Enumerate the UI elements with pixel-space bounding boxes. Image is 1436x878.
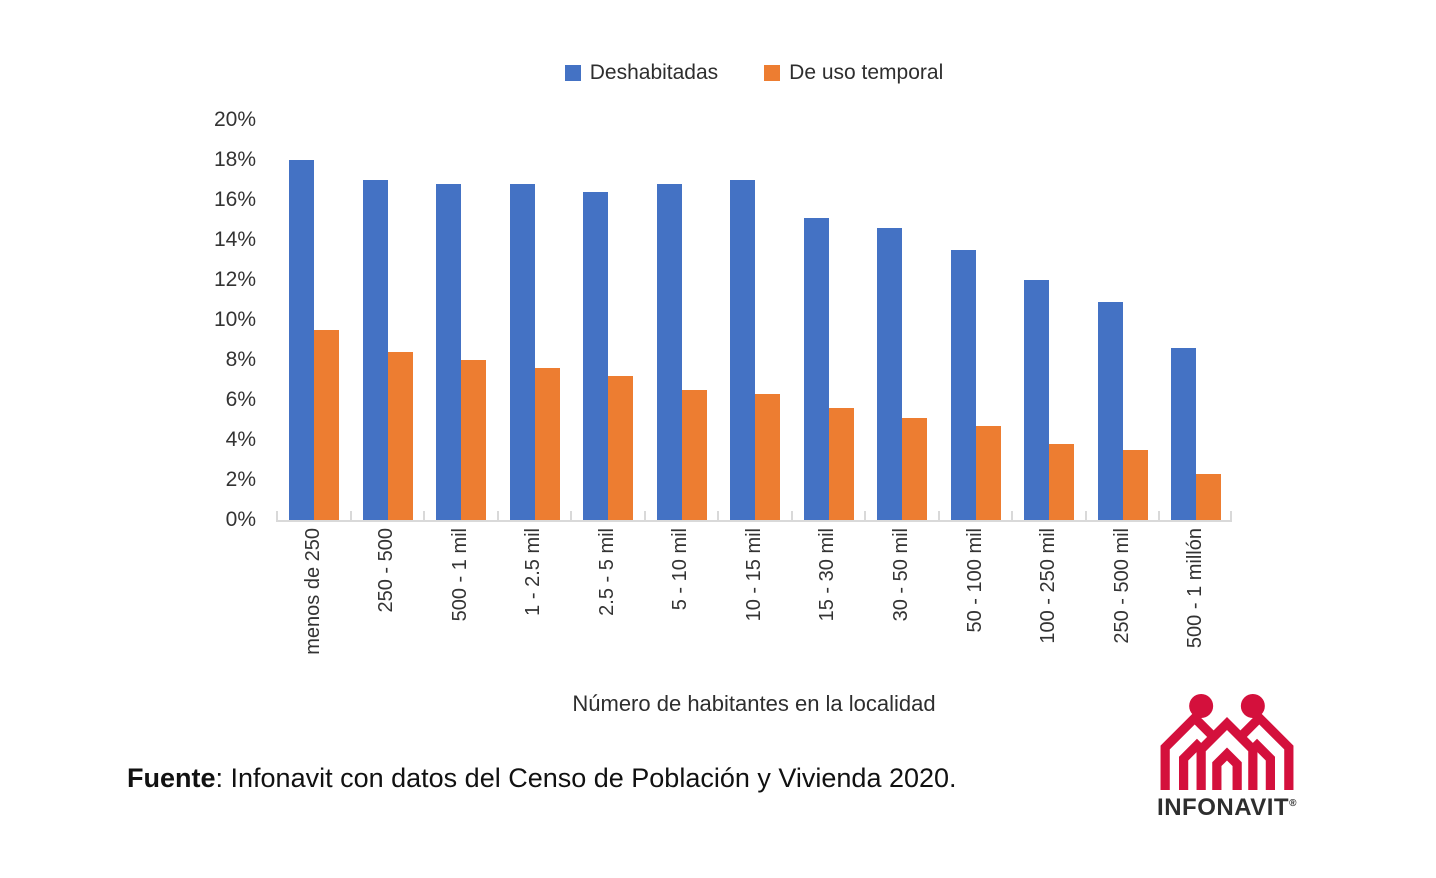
bar-uso-temporal-5 bbox=[681, 390, 707, 520]
bar-uso-temporal-11 bbox=[1122, 450, 1148, 520]
bar-uso-temporal-4 bbox=[608, 376, 634, 520]
x-axis-category-label-10: 100 - 250 mil bbox=[1037, 528, 1060, 644]
x-axis-category-label-7: 15 - 30 mil bbox=[816, 528, 839, 622]
y-axis-tick-label: 14% bbox=[213, 228, 256, 251]
x-axis-tick bbox=[1158, 511, 1160, 520]
y-axis-tick-label: 6% bbox=[225, 388, 256, 411]
x-axis-category-label-2: 500 - 1 mil bbox=[448, 528, 471, 622]
bar-uso-temporal-6 bbox=[755, 394, 781, 520]
bar-uso-temporal-9 bbox=[975, 426, 1001, 520]
bar-uso-temporal-12 bbox=[1196, 474, 1222, 520]
bar-uso-temporal-1 bbox=[387, 352, 413, 520]
x-axis-category-label-0: menos de 250 bbox=[301, 528, 324, 655]
bar-deshabitadas-0 bbox=[289, 160, 314, 520]
x-axis-category-label-9: 50 - 100 mil bbox=[963, 528, 986, 633]
y-axis-tick-label: 0% bbox=[225, 508, 256, 531]
bar-group-12 bbox=[1158, 120, 1232, 520]
bar-deshabitadas-1 bbox=[362, 180, 388, 520]
bar-deshabitadas-5 bbox=[656, 184, 682, 520]
x-axis-tick bbox=[644, 511, 646, 520]
x-axis-category-label-12: 500 - 1 millón bbox=[1184, 528, 1207, 649]
source-text: : Infonavit con datos del Censo de Pobla… bbox=[215, 763, 957, 793]
x-axis-tick bbox=[1230, 511, 1232, 520]
legend-item-deshabitadas: Deshabitadas bbox=[564, 61, 719, 85]
bar-deshabitadas-7 bbox=[803, 218, 829, 520]
bar-group-0 bbox=[276, 120, 350, 520]
x-axis-category-label-5: 5 - 10 mil bbox=[669, 528, 692, 611]
x-axis-tick bbox=[1011, 511, 1013, 520]
legend-item-uso-temporal: De uso temporal bbox=[764, 61, 943, 85]
x-axis-category-label-11: 250 - 500 mil bbox=[1110, 528, 1133, 644]
y-axis-tick-label: 20% bbox=[213, 108, 256, 131]
bar-group-8 bbox=[864, 120, 938, 520]
bar-uso-temporal-3 bbox=[534, 368, 560, 520]
x-axis-category-label-8: 30 - 50 mil bbox=[890, 528, 913, 622]
bar-group-3 bbox=[497, 120, 571, 520]
logo-head-right bbox=[1240, 694, 1265, 718]
infonavit-logo: INFONAVIT® bbox=[1152, 694, 1302, 822]
bar-deshabitadas-11 bbox=[1097, 302, 1123, 520]
bar-group-1 bbox=[350, 120, 424, 520]
infonavit-logo-text: INFONAVIT® bbox=[1157, 794, 1297, 821]
bar-uso-temporal-10 bbox=[1049, 444, 1075, 520]
x-axis-tick bbox=[276, 511, 278, 520]
source-note: Fuente: Infonavit con datos del Censo de… bbox=[127, 763, 957, 794]
bar-group-4 bbox=[570, 120, 644, 520]
y-axis-tick-label: 2% bbox=[225, 468, 256, 491]
chart-legend: Deshabitadas De uso temporal bbox=[276, 58, 1232, 88]
x-axis-category-label-4: 2.5 - 5 mil bbox=[595, 528, 618, 616]
y-axis-tick-label: 12% bbox=[213, 268, 256, 291]
bar-group-2 bbox=[423, 120, 497, 520]
y-axis-labels: 20% 18% 16% 14% 12% 10% 8% 6% 4% 2% 0% bbox=[120, 108, 256, 531]
bar-deshabitadas-12 bbox=[1171, 348, 1197, 520]
plot-area bbox=[276, 120, 1232, 522]
y-axis-tick-label: 16% bbox=[213, 188, 256, 211]
y-axis-tick-label: 8% bbox=[225, 348, 256, 371]
x-axis-tick bbox=[938, 511, 940, 520]
bar-uso-temporal-7 bbox=[828, 408, 854, 520]
bar-deshabitadas-3 bbox=[509, 184, 535, 520]
bar-deshabitadas-4 bbox=[583, 192, 609, 520]
bar-deshabitadas-6 bbox=[730, 180, 756, 520]
bar-group-10 bbox=[1011, 120, 1085, 520]
x-axis-tick bbox=[864, 511, 866, 520]
x-axis-tick bbox=[350, 511, 352, 520]
x-axis-tick bbox=[791, 511, 793, 520]
bar-group-9 bbox=[938, 120, 1012, 520]
x-axis-labels: menos de 250 250 - 500 500 - 1 mil 1 - 2.5 … bbox=[276, 528, 1232, 694]
bar-deshabitadas-10 bbox=[1024, 280, 1050, 520]
y-axis-tick-label: 10% bbox=[213, 308, 256, 331]
legend-swatch-deshabitadas bbox=[564, 65, 581, 81]
legend-label: De uso temporal bbox=[789, 61, 944, 84]
bar-group-11 bbox=[1085, 120, 1159, 520]
bar-deshabitadas-8 bbox=[877, 228, 903, 520]
registered-mark: ® bbox=[1289, 798, 1297, 809]
x-axis-tick bbox=[717, 511, 719, 520]
bar-deshabitadas-9 bbox=[950, 250, 976, 520]
bar-uso-temporal-2 bbox=[461, 360, 487, 520]
x-axis-tick bbox=[497, 511, 499, 520]
x-axis-tick bbox=[570, 511, 572, 520]
bar-uso-temporal-0 bbox=[314, 330, 339, 520]
legend-label: Deshabitadas bbox=[589, 61, 719, 84]
infonavit-logo-mark bbox=[1160, 694, 1294, 790]
source-prefix: Fuente bbox=[127, 763, 216, 793]
x-axis-tick bbox=[423, 511, 425, 520]
bar-deshabitadas-2 bbox=[436, 184, 462, 520]
x-axis-category-label-6: 10 - 15 mil bbox=[742, 528, 765, 622]
y-axis-tick-label: 4% bbox=[225, 428, 256, 451]
x-axis-title: Número de habitantes en la localidad bbox=[572, 691, 936, 716]
x-axis-category-label-1: 250 - 500 bbox=[375, 528, 398, 613]
bar-uso-temporal-8 bbox=[902, 418, 928, 520]
logo-head-left bbox=[1189, 694, 1214, 718]
bar-group-5 bbox=[644, 120, 718, 520]
x-axis-category-label-3: 1 - 2.5 mil bbox=[522, 528, 545, 616]
bar-group-7 bbox=[791, 120, 865, 520]
x-axis-tick bbox=[1085, 511, 1087, 520]
bar-group-6 bbox=[717, 120, 791, 520]
legend-swatch-uso-temporal bbox=[764, 65, 781, 81]
y-axis-tick-label: 18% bbox=[213, 148, 256, 171]
